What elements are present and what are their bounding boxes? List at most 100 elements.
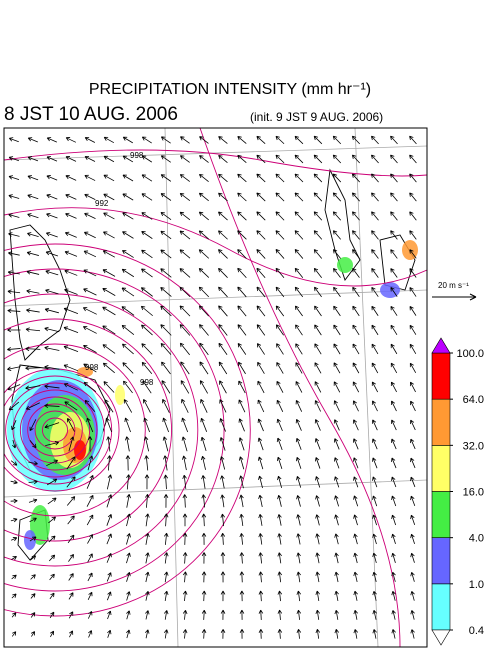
wind-arrow bbox=[26, 308, 40, 313]
wind-arrow bbox=[390, 230, 398, 240]
wind-arrow bbox=[122, 174, 134, 182]
wind-arrow bbox=[276, 380, 284, 393]
wind-arrow bbox=[218, 230, 228, 240]
wind-arrow bbox=[44, 345, 60, 351]
wind-arrow bbox=[103, 136, 115, 144]
wind-arrow bbox=[256, 173, 266, 183]
wind-arrow bbox=[218, 192, 228, 202]
wind-arrow bbox=[295, 324, 303, 336]
wind-arrow bbox=[180, 361, 190, 375]
wind-arrow bbox=[28, 461, 38, 466]
wind-arrow bbox=[371, 249, 379, 259]
isobar bbox=[4, 318, 172, 542]
colorbar-label: 32.0 bbox=[463, 440, 484, 452]
wind-arrow bbox=[8, 194, 20, 199]
wind-arrow bbox=[143, 436, 150, 452]
wind-arrow bbox=[391, 514, 397, 526]
wind-arrow bbox=[106, 533, 112, 545]
wind-arrow bbox=[352, 381, 360, 393]
wind-arrow bbox=[26, 251, 39, 256]
wind-arrow bbox=[351, 211, 360, 221]
wind-arrow bbox=[371, 192, 379, 202]
wind-arrow bbox=[220, 552, 226, 564]
isobar bbox=[4, 207, 427, 287]
wind-arrow bbox=[332, 249, 341, 259]
wind-arrow bbox=[44, 365, 60, 370]
wind-arrow bbox=[218, 305, 228, 317]
wind-arrow bbox=[314, 381, 322, 393]
wind-arrow bbox=[63, 345, 79, 353]
wind-arrow bbox=[275, 286, 285, 298]
wind-arrow bbox=[126, 533, 131, 545]
wind-arrow bbox=[84, 136, 96, 143]
wind-arrow bbox=[68, 554, 74, 562]
wind-arrow bbox=[275, 211, 285, 221]
wind-arrow bbox=[126, 552, 131, 564]
wind-arrow bbox=[201, 552, 207, 564]
wind-arrow bbox=[219, 437, 226, 451]
wind-arrow bbox=[199, 380, 209, 394]
wind-arrow bbox=[275, 135, 285, 145]
wind-arrow bbox=[315, 533, 320, 545]
wind-arrow bbox=[371, 362, 379, 374]
wind-arrow bbox=[409, 135, 417, 145]
wind-arrow bbox=[145, 629, 150, 639]
wind-arrow bbox=[333, 362, 341, 374]
wind-arrow bbox=[181, 417, 189, 433]
wind-arrow bbox=[390, 287, 398, 297]
wind-arrow bbox=[103, 193, 115, 201]
colorbar-label: 0.4 bbox=[469, 625, 484, 637]
wind-arrow bbox=[163, 513, 169, 527]
wind-arrow bbox=[83, 269, 97, 277]
wind-arrow bbox=[68, 592, 74, 600]
wind-arrow bbox=[258, 571, 264, 583]
wind-arrow bbox=[256, 343, 265, 355]
wind-arrow bbox=[45, 288, 59, 295]
wind-arrow bbox=[334, 552, 339, 564]
wind-arrow bbox=[141, 343, 153, 355]
wind-arrow bbox=[160, 342, 172, 355]
wind-arrow bbox=[122, 193, 134, 201]
wind-arrow bbox=[276, 418, 283, 432]
wind-arrow bbox=[30, 574, 36, 580]
wind-arrow bbox=[141, 324, 153, 336]
wind-arrow bbox=[122, 362, 134, 374]
wind-arrow bbox=[314, 400, 321, 412]
wind-arrow bbox=[275, 192, 285, 202]
wind-arrow bbox=[11, 574, 17, 580]
wind-arrow bbox=[161, 361, 171, 375]
wind-arrow bbox=[332, 230, 341, 240]
wind-arrow bbox=[160, 249, 172, 259]
wind-arrow bbox=[294, 211, 304, 221]
wind-arrow bbox=[315, 629, 321, 639]
colorbar: 0.4 1.0 4.0 16.0 32.0 64.0 100.0 bbox=[431, 337, 484, 646]
wind-arrow bbox=[220, 513, 225, 527]
wind-arrow bbox=[126, 610, 131, 620]
wind-arrow bbox=[332, 173, 342, 183]
wind-arrow bbox=[126, 591, 131, 601]
wind-arrow bbox=[69, 630, 74, 638]
wind-arrow bbox=[201, 629, 207, 639]
wind-arrow bbox=[315, 590, 320, 602]
wind-arrow bbox=[258, 609, 264, 620]
wind-arrow bbox=[49, 592, 55, 600]
wind-arrow bbox=[106, 436, 111, 452]
wind-arrow bbox=[256, 286, 266, 298]
wind-arrow bbox=[63, 383, 78, 391]
colorbar-segment bbox=[431, 352, 451, 400]
wind-arrow bbox=[126, 474, 131, 490]
wind-arrow bbox=[334, 457, 340, 469]
wind-arrow bbox=[125, 436, 130, 452]
wind-arrow bbox=[163, 455, 168, 471]
wind-arrow bbox=[142, 380, 152, 394]
wind-arrow bbox=[102, 250, 116, 258]
contour-label: 998 bbox=[85, 363, 99, 372]
wind-arrow bbox=[201, 590, 207, 602]
wind-arrow bbox=[409, 192, 417, 202]
wind-arrow bbox=[8, 175, 20, 181]
wind-arrow bbox=[314, 286, 322, 298]
wind-arrow bbox=[145, 591, 150, 601]
wind-arrow bbox=[257, 418, 264, 432]
wind-arrow bbox=[87, 455, 94, 471]
colorbar-segment bbox=[431, 445, 451, 492]
